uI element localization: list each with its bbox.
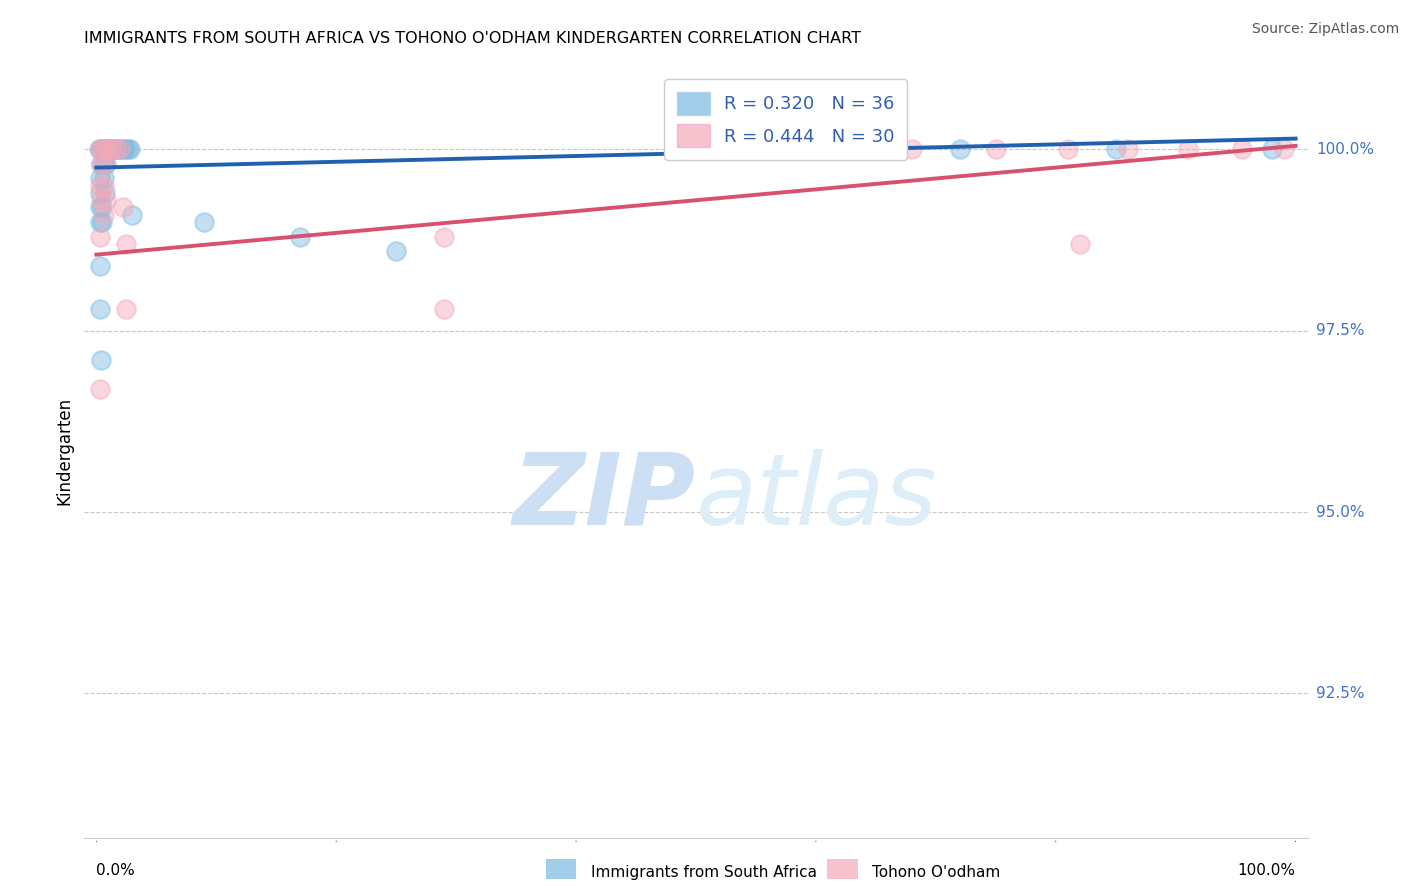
Text: 97.5%: 97.5%	[1316, 323, 1364, 338]
Point	[94, 157, 117, 171]
Point	[1177, 143, 1199, 157]
Text: IMMIGRANTS FROM SOUTH AFRICA VS TOHONO O'ODHAM KINDERGARTEN CORRELATION CHART: IMMIGRANTS FROM SOUTH AFRICA VS TOHONO O…	[84, 31, 862, 46]
Point	[93, 143, 117, 157]
Point	[1260, 143, 1282, 157]
Text: ZIP: ZIP	[513, 449, 696, 546]
Point	[100, 143, 122, 157]
Point	[1105, 143, 1128, 157]
Point	[90, 157, 112, 171]
Text: 95.0%: 95.0%	[1316, 505, 1364, 520]
Text: Tohono O'odham: Tohono O'odham	[872, 865, 1000, 880]
Point	[93, 208, 115, 222]
Point	[290, 229, 312, 244]
Point	[89, 186, 111, 200]
Point	[110, 143, 132, 157]
Point	[1056, 143, 1078, 157]
Point	[100, 143, 122, 157]
Point	[385, 244, 408, 258]
Text: atlas: atlas	[696, 449, 938, 546]
Point	[111, 201, 134, 215]
Text: 100.0%: 100.0%	[1237, 863, 1295, 879]
Point	[87, 143, 110, 157]
Point	[96, 143, 118, 157]
Point	[91, 201, 114, 215]
Point	[104, 143, 127, 157]
Y-axis label: Kindergarten: Kindergarten	[55, 396, 73, 505]
Point	[93, 178, 115, 193]
Legend: R = 0.320   N = 36, R = 0.444   N = 30: R = 0.320 N = 36, R = 0.444 N = 30	[665, 79, 907, 160]
Point	[433, 229, 456, 244]
Point	[93, 186, 117, 200]
Point	[745, 143, 768, 157]
Point	[984, 143, 1007, 157]
Point	[89, 382, 111, 396]
Point	[118, 143, 141, 157]
Point	[89, 229, 111, 244]
Point	[110, 143, 132, 157]
Point	[89, 215, 111, 229]
Point	[89, 143, 111, 157]
Point	[804, 143, 827, 157]
Bar	[827, 859, 858, 879]
Point	[89, 259, 111, 273]
Point	[91, 143, 114, 157]
Point	[90, 157, 112, 171]
Point	[93, 157, 115, 171]
Point	[90, 143, 112, 157]
Point	[949, 143, 972, 157]
Point	[91, 215, 114, 229]
Text: 92.5%: 92.5%	[1316, 686, 1364, 701]
Point	[193, 215, 215, 229]
Point	[114, 143, 136, 157]
Point	[89, 201, 111, 215]
Point	[901, 143, 924, 157]
Point	[1116, 143, 1139, 157]
Point	[107, 143, 129, 157]
Point	[93, 157, 117, 171]
Point	[115, 236, 138, 251]
Text: 0.0%: 0.0%	[97, 863, 135, 879]
Point	[90, 352, 112, 367]
Point	[1230, 143, 1253, 157]
Point	[90, 193, 112, 207]
Point	[111, 143, 134, 157]
Bar	[546, 859, 576, 879]
Point	[1272, 143, 1295, 157]
Point	[121, 208, 143, 222]
Point	[93, 143, 115, 157]
Point	[89, 171, 111, 186]
Point	[115, 301, 138, 316]
Point	[1069, 236, 1091, 251]
Point	[104, 143, 127, 157]
Point	[93, 171, 115, 186]
Point	[89, 178, 111, 193]
Text: Immigrants from South Africa: Immigrants from South Africa	[591, 865, 817, 880]
Text: Source: ZipAtlas.com: Source: ZipAtlas.com	[1251, 22, 1399, 37]
Point	[97, 143, 120, 157]
Point	[433, 301, 456, 316]
Text: 100.0%: 100.0%	[1316, 142, 1374, 157]
Point	[101, 143, 124, 157]
Point	[117, 143, 139, 157]
Point	[89, 301, 111, 316]
Point	[94, 143, 117, 157]
Point	[94, 193, 117, 207]
